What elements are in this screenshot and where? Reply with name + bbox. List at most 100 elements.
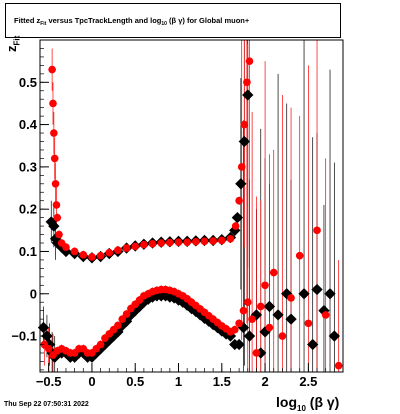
- data-point-red: [261, 281, 269, 290]
- data-point-red: [248, 315, 256, 323]
- data-point-red: [230, 325, 239, 334]
- data-point-red: [157, 239, 165, 247]
- data-point-red: [265, 323, 274, 332]
- data-point-red: [70, 247, 79, 256]
- y-tick-label: 0: [30, 286, 37, 301]
- data-point-black: [243, 330, 256, 342]
- data-point-black: [238, 135, 250, 148]
- y-tick-label: 0.4: [19, 117, 38, 132]
- data-point-red: [200, 237, 209, 246]
- title-part-c: (β γ) for Global muon+: [169, 16, 250, 25]
- data-point-red: [256, 302, 265, 311]
- data-point-black: [242, 89, 254, 101]
- data-point-red: [237, 163, 246, 171]
- data-point-red: [183, 238, 191, 246]
- data-point-black: [233, 338, 245, 351]
- data-point-red: [252, 349, 261, 357]
- y-tick-label: 0.1: [19, 244, 37, 259]
- data-point-red: [240, 120, 249, 129]
- data-point-red: [122, 310, 131, 318]
- data-point-red: [131, 242, 140, 251]
- data-point-black: [231, 211, 244, 224]
- data-point-red: [114, 321, 122, 330]
- plot-frame: [39, 39, 344, 373]
- data-point-red: [49, 99, 57, 108]
- data-point-red: [52, 201, 61, 209]
- y-tick-label: 0.2: [19, 202, 37, 217]
- data-point-red: [334, 361, 343, 370]
- x-axis-label: log10 (β γ): [276, 394, 339, 413]
- x-tick-label: 2: [261, 374, 268, 389]
- x-tick-label: 2.5: [299, 374, 317, 389]
- error-bars: [43, 40, 340, 372]
- data-point-red: [79, 251, 88, 259]
- data-point-red: [304, 319, 313, 328]
- data-point-red: [174, 238, 183, 246]
- data-point-red: [48, 65, 56, 74]
- data-point-red: [122, 244, 131, 252]
- data-point-black: [307, 338, 319, 351]
- title-part-b: versus TpcTrackLength and log: [46, 16, 162, 25]
- data-markers: [37, 57, 343, 370]
- data-point-black: [285, 313, 297, 325]
- x-tick-label: 1: [175, 374, 182, 389]
- data-point-red: [140, 240, 148, 249]
- x-label-tail: (β γ): [309, 394, 340, 410]
- data-point-black: [298, 288, 310, 300]
- data-point-red: [245, 57, 254, 65]
- data-point-red: [96, 251, 105, 260]
- data-point-red: [239, 306, 248, 315]
- data-point-black: [48, 220, 60, 232]
- data-point-red: [287, 294, 295, 302]
- data-point-red: [321, 311, 330, 319]
- data-point-red: [44, 344, 53, 353]
- data-point-red: [114, 246, 122, 254]
- data-point-red: [51, 179, 60, 188]
- data-point-red: [231, 222, 240, 230]
- x-tick-label: 0: [88, 374, 95, 389]
- data-point-red: [243, 78, 251, 87]
- axes-frame: −0.5 0 0.5 1 1.5 2 2.5 −0.1 0 0.1 0.2 0.3 0.4 0.5: [11, 39, 344, 389]
- data-point-black: [272, 309, 284, 321]
- data-point-red: [235, 196, 243, 205]
- chart-title: Fitted zFit versus TpcTrackLength and lo…: [5, 3, 341, 38]
- data-point-red: [118, 315, 127, 323]
- data-point-black: [311, 283, 323, 296]
- x-label-main: log: [276, 394, 297, 410]
- data-point-red: [50, 154, 59, 163]
- title-sub-b: 10: [161, 21, 167, 27]
- data-point-black: [235, 178, 247, 190]
- data-point-red: [62, 243, 70, 252]
- data-point-red: [209, 237, 217, 245]
- data-point-red: [166, 238, 174, 247]
- data-point-black: [324, 288, 336, 300]
- data-point-red: [50, 129, 58, 137]
- data-point-red: [295, 251, 304, 260]
- data-point-red: [269, 268, 278, 277]
- y-tick-label: 0.3: [19, 159, 37, 174]
- data-point-red: [96, 340, 105, 349]
- data-point-red: [243, 298, 252, 307]
- x-label-sub: 10: [297, 403, 306, 413]
- x-tick-label: −0.5: [36, 374, 62, 389]
- data-point-red: [53, 213, 62, 222]
- y-tick-label: −0.1: [11, 329, 37, 344]
- data-point-red: [278, 332, 287, 340]
- data-point-black: [263, 300, 276, 313]
- data-point-black: [328, 330, 340, 342]
- title-part-a: Fitted z: [14, 16, 41, 25]
- data-point-red: [313, 226, 321, 235]
- data-point-red: [105, 248, 114, 257]
- data-point-red: [235, 319, 243, 328]
- data-point-red: [218, 236, 226, 245]
- x-tick-label: 0.5: [126, 374, 144, 389]
- data-point-red: [88, 253, 96, 261]
- data-point-red: [192, 237, 200, 246]
- x-tick-label: 1.5: [213, 374, 231, 389]
- data-point-red: [226, 234, 235, 243]
- timestamp: Thu Sep 22 07:50:31 2022: [4, 401, 89, 408]
- title-sub-a: Fit: [40, 21, 47, 27]
- data-point-red: [55, 230, 63, 239]
